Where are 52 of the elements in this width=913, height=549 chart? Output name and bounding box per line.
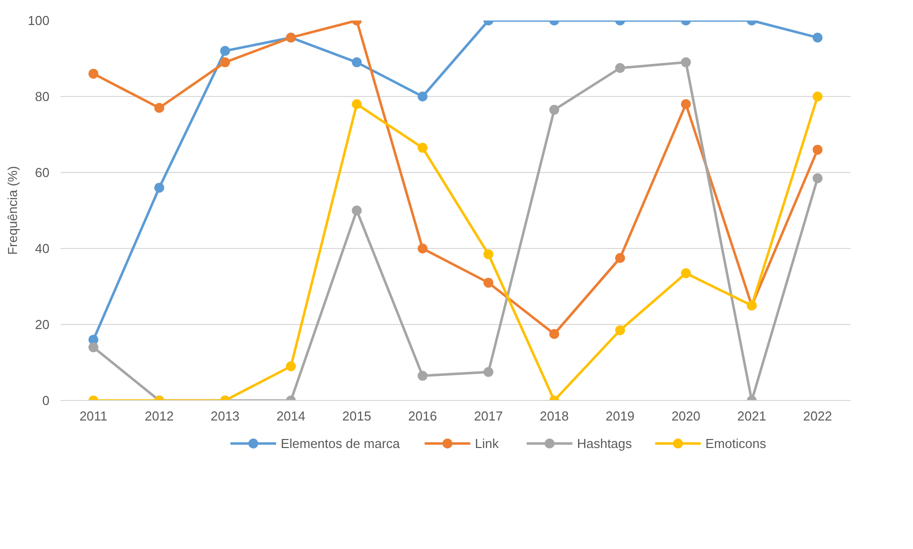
y-tick-label: 20 xyxy=(35,317,50,332)
x-tick-label: 2012 xyxy=(144,408,174,424)
point xyxy=(615,325,626,336)
x-tick-label: 2022 xyxy=(803,408,832,424)
legend-label: Emoticons xyxy=(705,436,767,451)
point xyxy=(154,182,164,193)
x-tick-label: 2019 xyxy=(606,408,635,424)
y-tick-label: 100 xyxy=(28,13,50,28)
x-tick-label: 2016 xyxy=(408,408,438,424)
point xyxy=(483,249,494,260)
point xyxy=(812,92,823,102)
point xyxy=(88,342,98,352)
x-tick-label: 2014 xyxy=(276,408,306,424)
y-tick-label: 60 xyxy=(35,165,50,180)
point xyxy=(615,253,626,263)
point xyxy=(418,92,428,102)
point xyxy=(812,32,823,43)
point xyxy=(483,367,494,377)
point xyxy=(220,57,230,68)
point xyxy=(88,68,98,79)
point xyxy=(549,104,560,115)
point xyxy=(352,206,362,216)
point xyxy=(286,361,296,372)
point xyxy=(549,329,560,339)
x-tick-label: 2015 xyxy=(342,408,372,424)
point xyxy=(812,144,823,155)
point xyxy=(154,102,164,113)
x-tick-label: 2017 xyxy=(474,408,503,424)
point xyxy=(352,57,362,68)
point xyxy=(483,278,494,288)
point xyxy=(352,99,362,110)
point xyxy=(680,99,691,110)
x-tick-label: 2018 xyxy=(540,408,569,424)
y-axis-title: Frequência (%) xyxy=(4,166,20,255)
x-tick-label: 2011 xyxy=(79,408,108,424)
x-tick-label: 2021 xyxy=(737,408,766,424)
point xyxy=(680,268,691,278)
point xyxy=(418,370,428,381)
legend-label: Elementos de marca xyxy=(280,436,401,451)
point xyxy=(418,142,428,153)
point xyxy=(615,63,626,73)
point xyxy=(812,173,823,184)
y-tick-label: 80 xyxy=(35,89,50,104)
point xyxy=(418,244,428,254)
y-tick-label: 40 xyxy=(35,241,50,256)
x-tick-label: 2013 xyxy=(210,408,240,424)
legend-label: Hashtags xyxy=(576,436,632,451)
y-tick-label: 0 xyxy=(42,393,50,408)
x-tick-label: 2020 xyxy=(671,408,700,424)
point xyxy=(680,57,691,68)
legend-label: Link xyxy=(474,436,500,451)
point xyxy=(220,46,230,56)
